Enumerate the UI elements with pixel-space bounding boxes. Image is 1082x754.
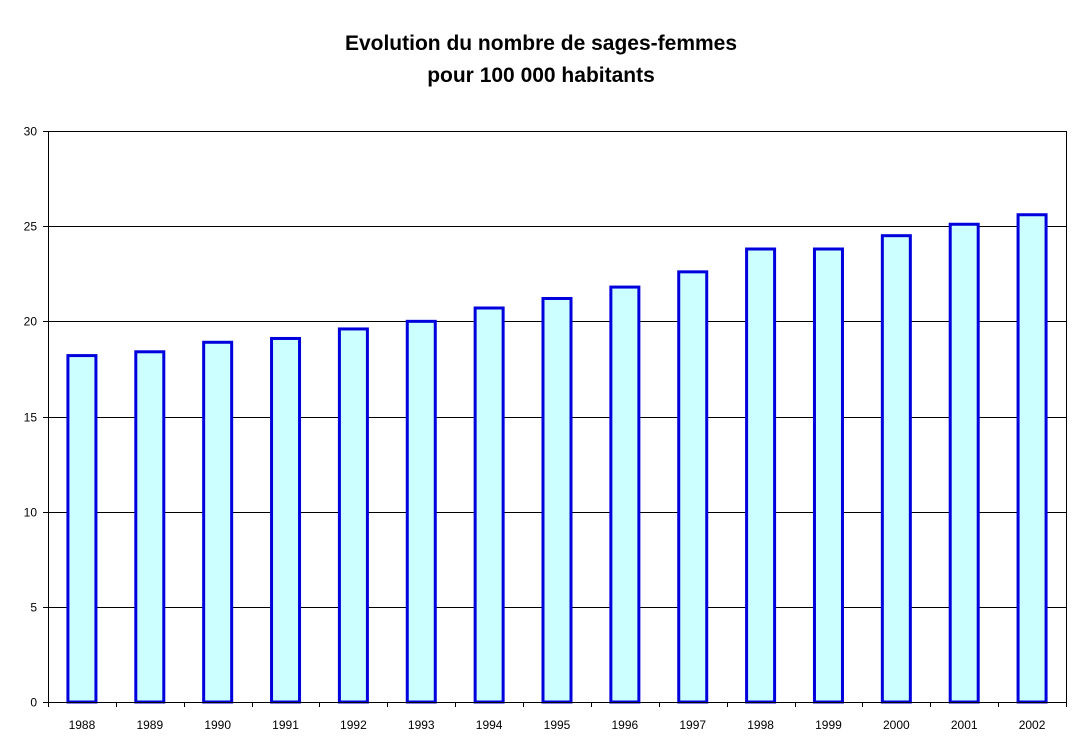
x-tick-label: 1989 [136,718,163,732]
x-axis-ticks: 1988 1989 1990 1991 1992 1993 1994 1995 1996 1997… [48,702,1067,732]
x-tick-label: 1990 [204,718,231,732]
bar-1991 [270,336,302,704]
x-tick-label: 1997 [679,718,706,732]
x-tick-label: 1994 [476,718,503,732]
x-tick-label: 2001 [951,718,978,732]
bar-1996 [609,285,641,704]
bars [66,213,1048,704]
bar-1995 [541,296,573,704]
x-tick-label: 1992 [340,718,367,732]
bar-1997 [677,270,709,704]
chart-title: Evolution du nombre de sages-femmes pour… [0,28,1082,92]
bar-2001 [948,222,980,704]
chart-title-line-1: Evolution du nombre de sages-femmes [344,32,738,55]
axes [48,131,1067,703]
x-tick-label: 1993 [408,718,435,732]
x-tick-label: 1995 [544,718,571,732]
x-tick-label: 1988 [69,718,96,732]
bar-1994 [473,306,505,704]
y-tick-label: 20 [24,315,38,329]
y-tick-label: 0 [30,696,37,710]
bar-1988 [66,354,98,704]
bar-1993 [405,319,437,704]
x-tick-label: 1999 [815,718,842,732]
x-tick-label: 2000 [883,718,910,732]
bar-1992 [337,327,369,704]
bar-2000 [880,234,912,704]
y-tick-label: 10 [24,506,38,520]
y-tick-label: 25 [24,220,38,234]
bar-2002 [1016,213,1048,704]
y-tick-label: 5 [30,601,37,615]
bar-1989 [134,350,166,704]
x-tick-label: 2002 [1019,718,1046,732]
bar-1999 [812,247,844,704]
y-axis-ticks: 0 5 10 15 20 25 30 [24,125,48,710]
bar-1998 [745,247,777,704]
x-tick-label: 1991 [272,718,299,732]
x-tick-label: 1996 [612,718,639,732]
chart-title-line-2: pour 100 000 habitants [427,64,655,87]
y-tick-label: 30 [24,125,38,139]
x-tick-label: 1998 [747,718,774,732]
y-tick-label: 15 [24,411,38,425]
bar-1990 [202,340,234,704]
